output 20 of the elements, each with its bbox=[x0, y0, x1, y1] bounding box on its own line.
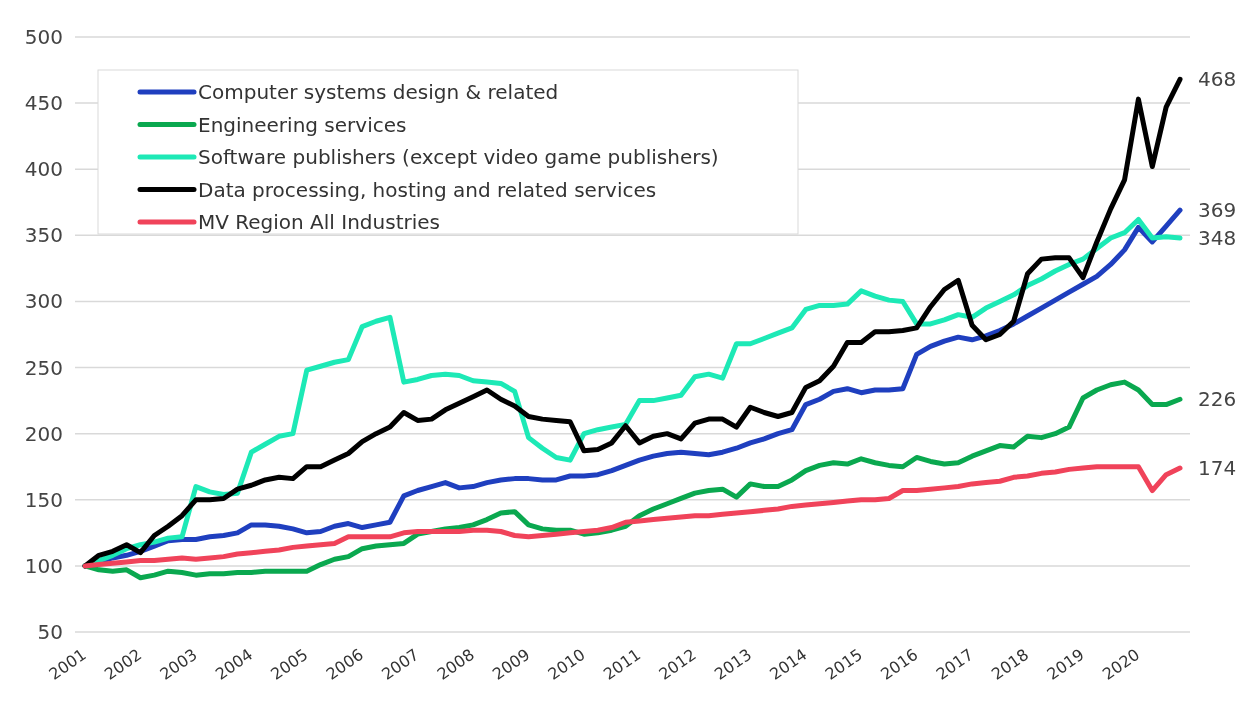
y-tick-label: 400 bbox=[24, 157, 63, 182]
y-tick-label: 150 bbox=[24, 487, 63, 512]
y-tick-label: 250 bbox=[24, 355, 63, 380]
legend-label: Computer systems design & related bbox=[198, 80, 559, 104]
legend-label: Data processing, hosting and related services bbox=[198, 177, 657, 202]
data-label: 348 bbox=[1198, 225, 1237, 250]
data-label: 369 bbox=[1198, 198, 1237, 223]
legend-label: Software publishers (except video game publishers) bbox=[198, 145, 719, 169]
y-tick-label: 100 bbox=[24, 553, 63, 578]
y-tick-label: 50 bbox=[37, 620, 63, 644]
legend-label: MV Region All Industries bbox=[198, 210, 440, 234]
data-label: 468 bbox=[1198, 67, 1237, 92]
data-label: 226 bbox=[1198, 387, 1237, 412]
y-tick-label: 350 bbox=[24, 223, 63, 248]
y-tick-label: 300 bbox=[24, 289, 63, 314]
legend-label: Engineering services bbox=[198, 112, 407, 137]
y-tick-label: 500 bbox=[24, 25, 63, 49]
y-tick-label: 450 bbox=[24, 91, 63, 116]
data-label: 174 bbox=[1198, 456, 1237, 481]
y-tick-label: 200 bbox=[24, 421, 63, 446]
